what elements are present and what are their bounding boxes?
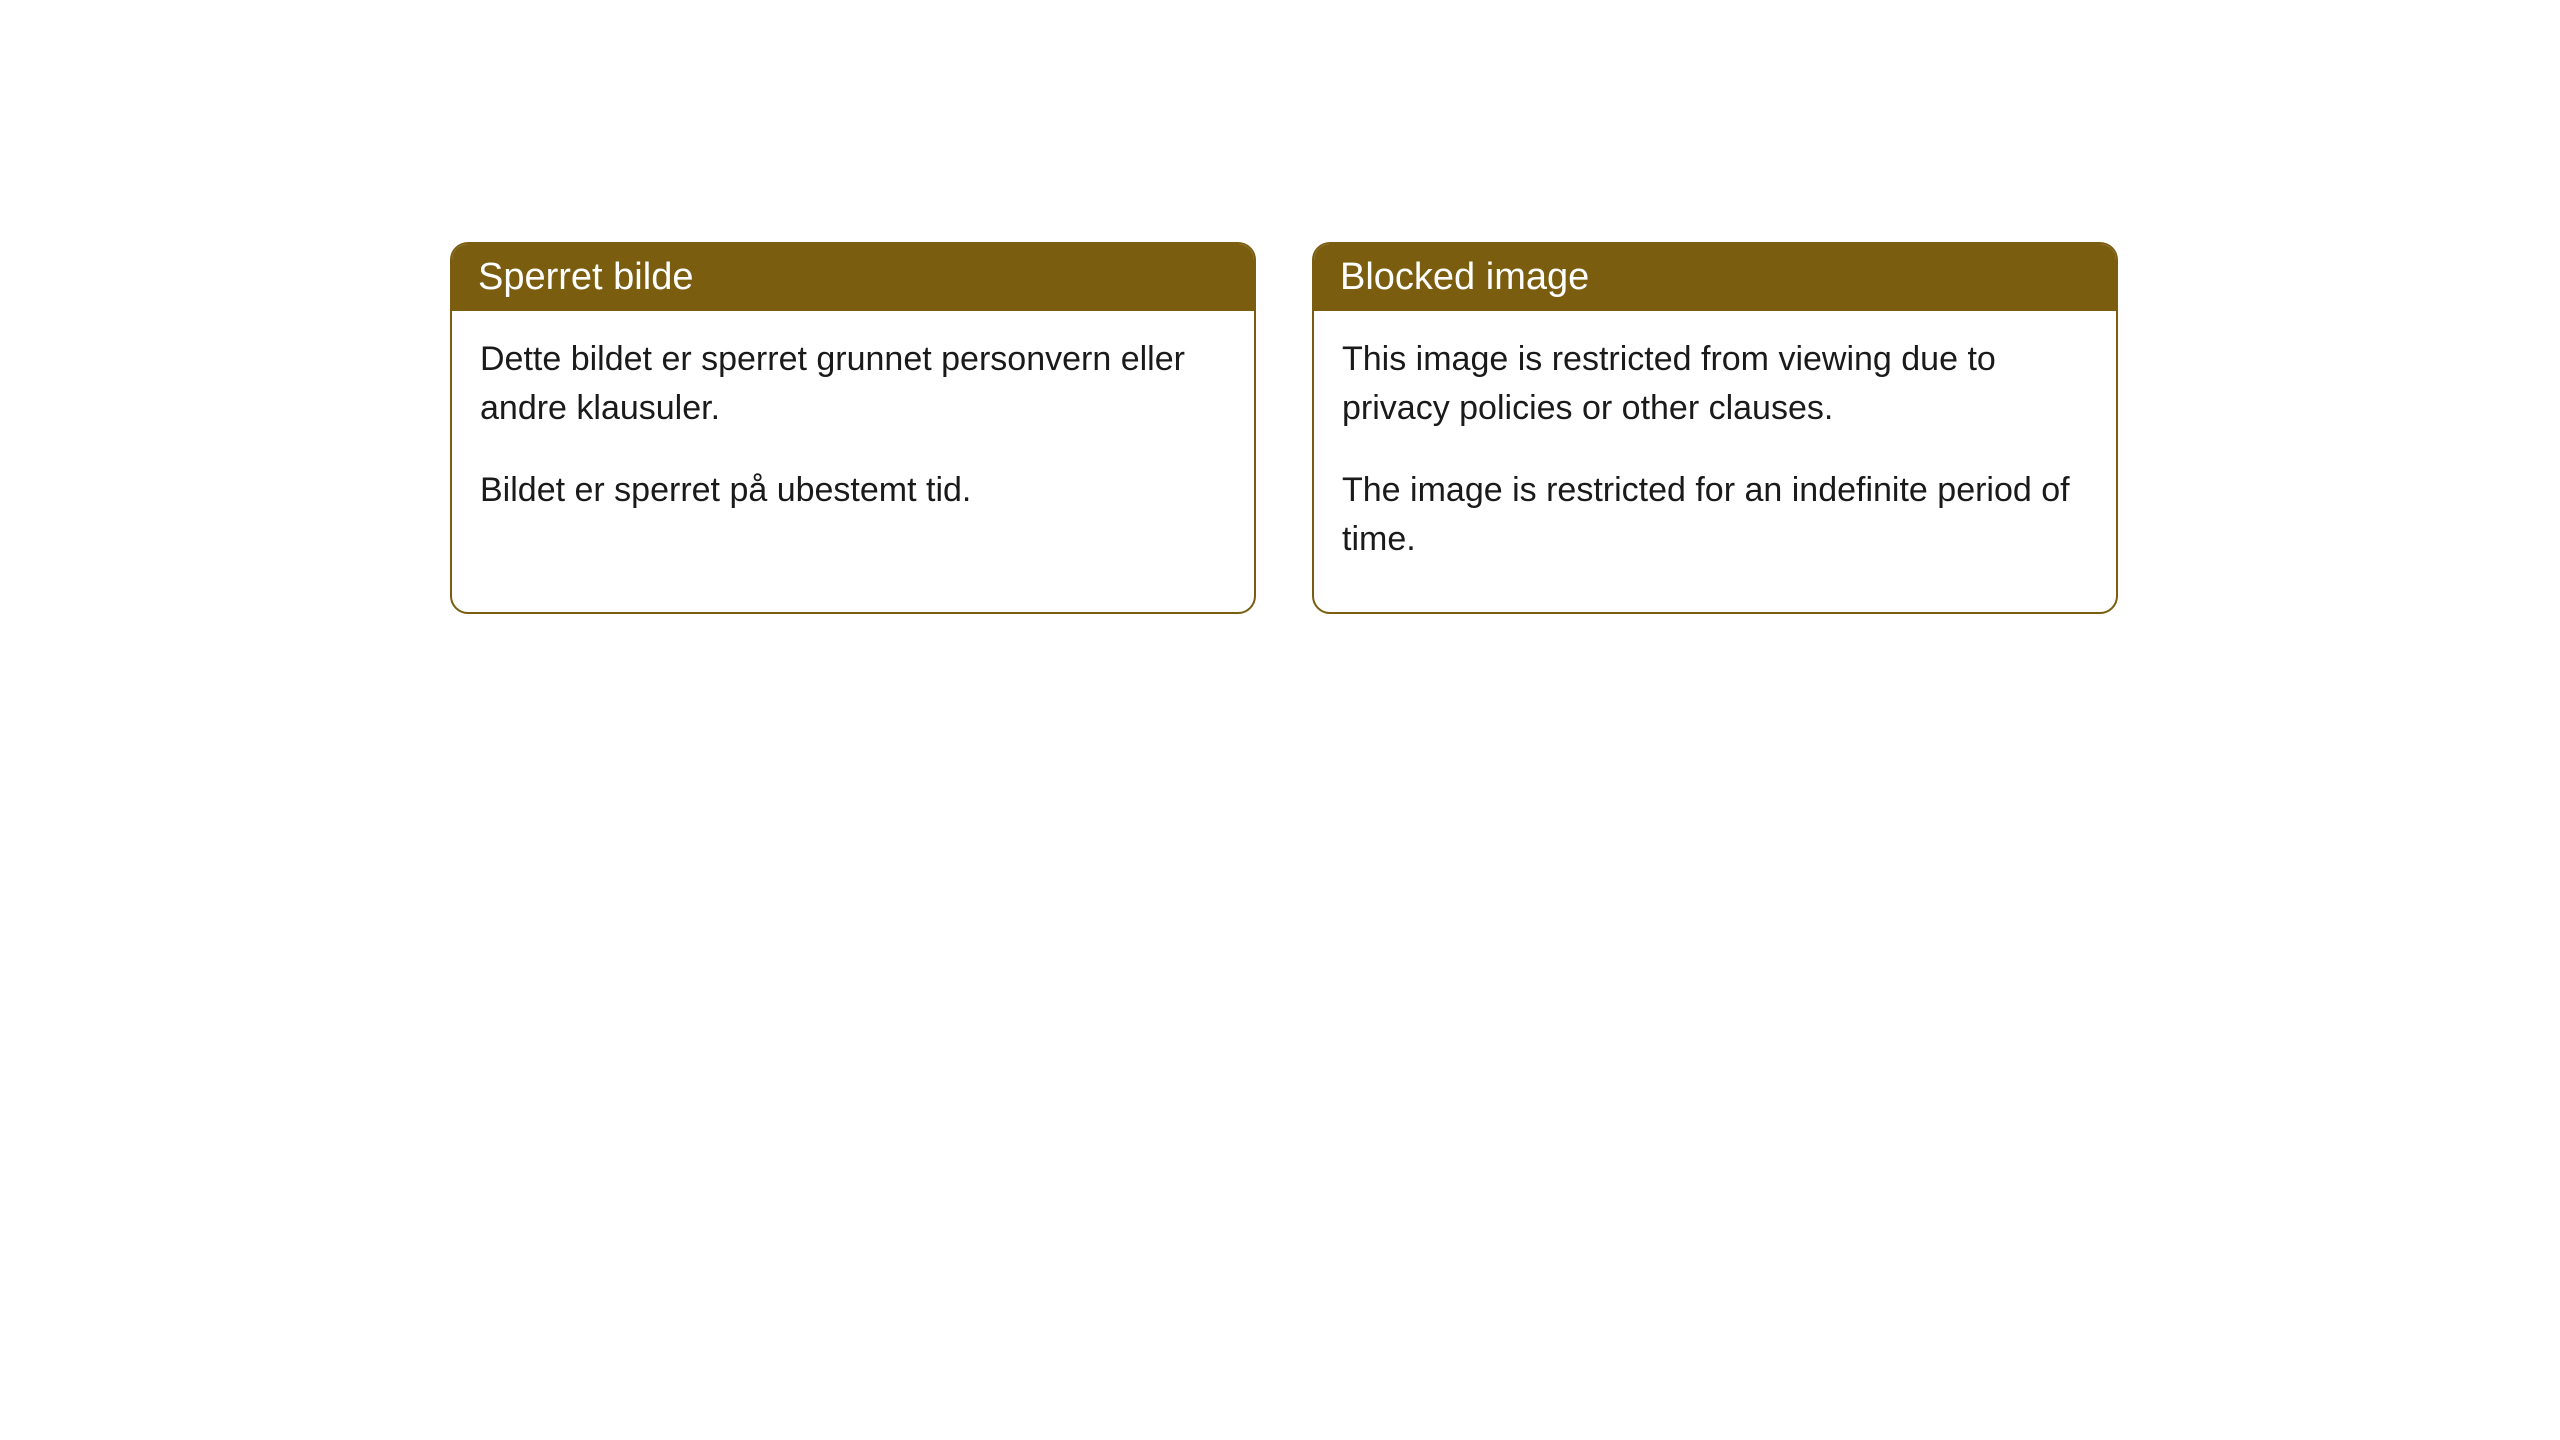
card-paragraph: Dette bildet er sperret grunnet personve… (480, 335, 1226, 434)
card-header: Sperret bilde (452, 244, 1254, 311)
notice-cards-container: Sperret bilde Dette bildet er sperret gr… (450, 242, 2118, 614)
card-header: Blocked image (1314, 244, 2116, 311)
card-paragraph: This image is restricted from viewing du… (1342, 335, 2088, 434)
card-title: Blocked image (1340, 256, 1589, 298)
card-title: Sperret bilde (478, 256, 693, 298)
blocked-image-card-norwegian: Sperret bilde Dette bildet er sperret gr… (450, 242, 1256, 614)
card-body: Dette bildet er sperret grunnet personve… (452, 311, 1254, 563)
card-body: This image is restricted from viewing du… (1314, 311, 2116, 612)
blocked-image-card-english: Blocked image This image is restricted f… (1312, 242, 2118, 614)
card-paragraph: The image is restricted for an indefinit… (1342, 466, 2088, 565)
card-paragraph: Bildet er sperret på ubestemt tid. (480, 466, 1226, 515)
